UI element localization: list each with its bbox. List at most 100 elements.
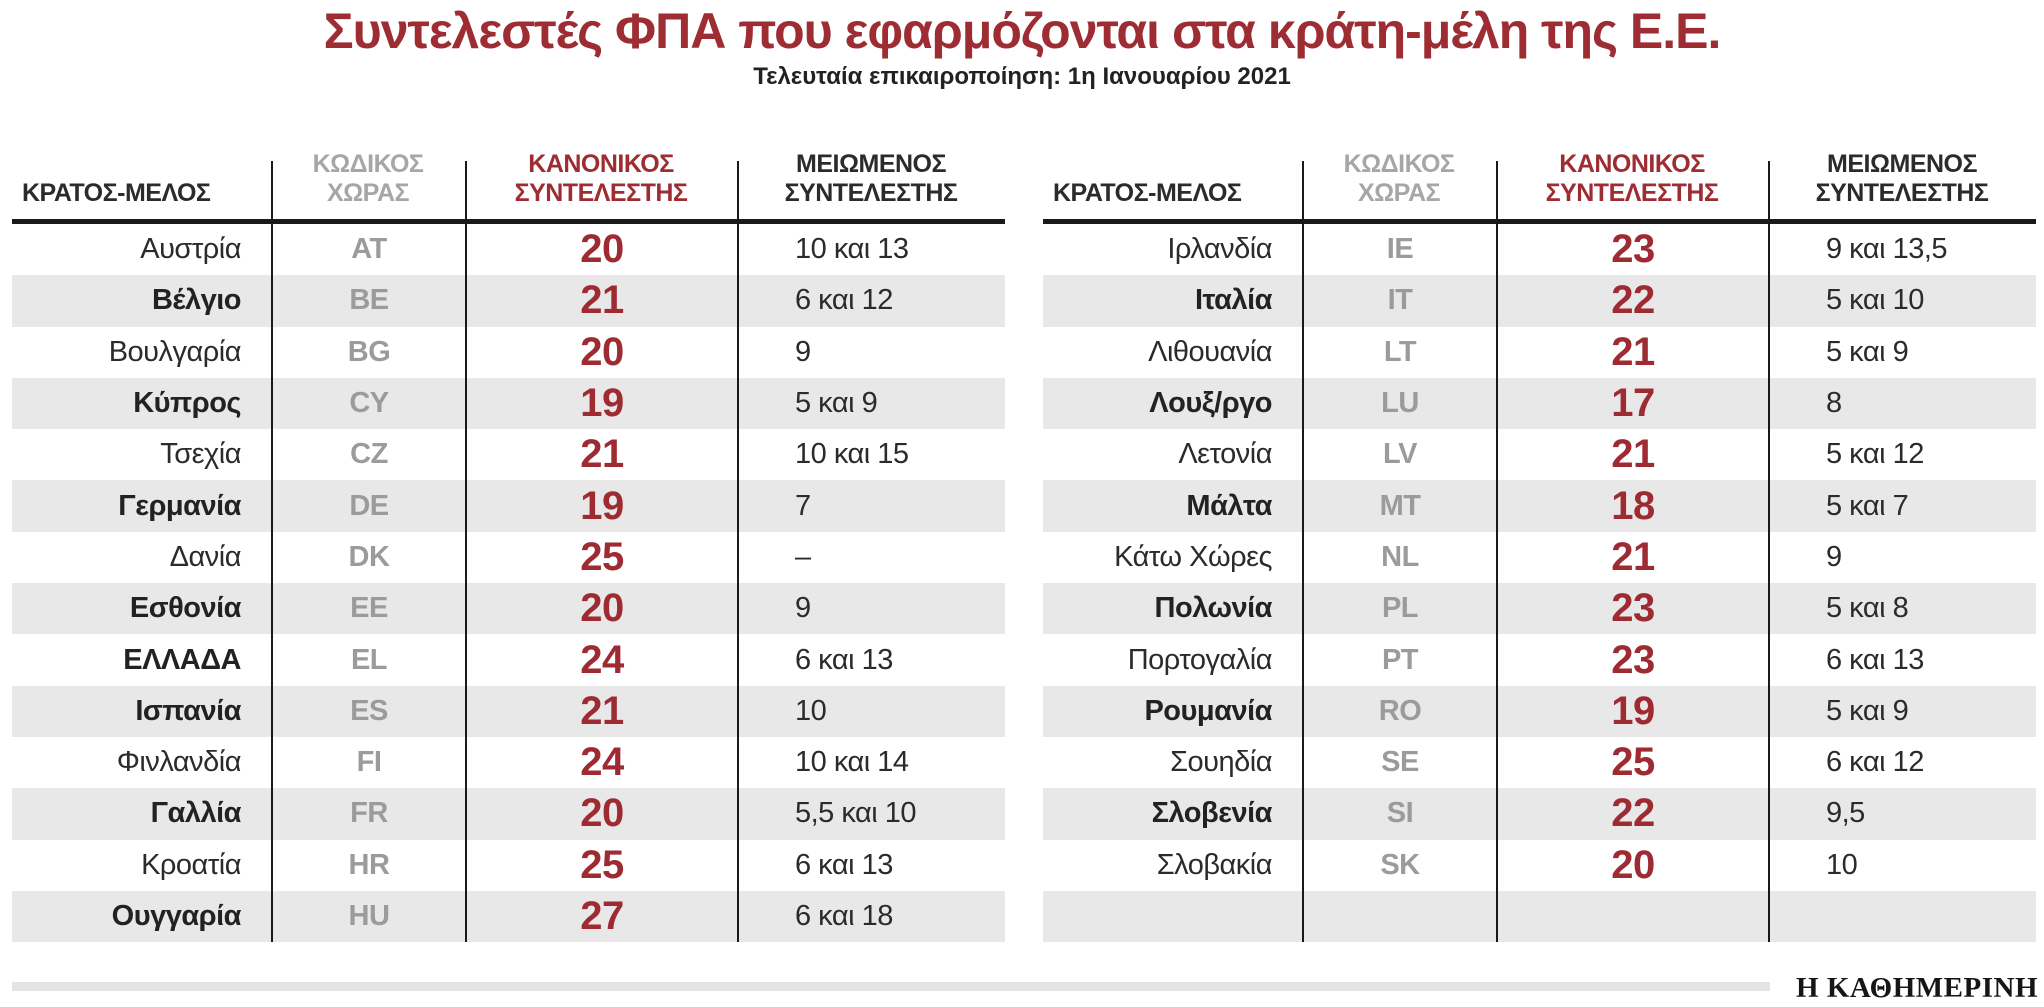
country-code-cell	[1302, 890, 1496, 943]
country-code-cell: PL	[1302, 583, 1496, 635]
standard-rate-cell: 19	[1496, 685, 1768, 737]
table-row: Κροατία HR 25 6 και 13	[12, 839, 1005, 891]
country-cell: Ιρλανδία	[1167, 233, 1272, 266]
reduced-rate-cell: 10 και 13	[737, 224, 1005, 276]
country-cell: Σλοβενία	[1151, 797, 1273, 830]
standard-rate-cell: 21	[1496, 326, 1768, 378]
reduced-rate-cell: 6 και 12	[1768, 736, 2036, 789]
standard-rate-cell: 27	[465, 890, 737, 943]
table-row: Γερμανία DE 19 7	[12, 480, 1005, 532]
country-cell: Ιταλία	[1194, 284, 1273, 317]
table-row: Λετονία LV 21 5 και 12	[1043, 429, 2036, 481]
table-row: Ιρλανδία IE 23 9 και 13,5	[1043, 224, 2036, 276]
table-row: Βέλγιο BE 21 6 και 12	[12, 275, 1005, 327]
country-code-cell: DK	[271, 531, 465, 584]
footer: Η ΚΑΘΗΜΕΡΙΝΗ	[0, 972, 2044, 1007]
table-row: ΕΛΛΑΔΑ EL 24 6 και 13	[12, 634, 1005, 686]
country-code-cell: FR	[271, 788, 465, 840]
reduced-rate-cell: 5 και 9	[1768, 685, 2036, 737]
page-title: Συντελεστές ΦΠΑ που εφαρμόζονται στα κρά…	[323, 3, 1722, 59]
country-code-cell: SK	[1302, 839, 1496, 891]
reduced-rate-cell: 5,5 και 10	[737, 788, 1005, 840]
standard-rate-cell: 21	[1496, 531, 1768, 584]
table-row: Φινλανδία FI 24 10 και 14	[12, 736, 1005, 789]
country-code-cell: IT	[1302, 275, 1496, 327]
reduced-rate-cell: 10	[1768, 839, 2036, 891]
reduced-rate-cell: 5 και 9	[1768, 326, 2036, 378]
table-row	[1043, 890, 2036, 943]
country-code-cell: DE	[271, 480, 465, 532]
country-cell	[1043, 891, 1302, 942]
table-body: Ιρλανδία IE 23 9 και 13,5 Ιταλία IT 22 5 και 10…	[1043, 219, 2036, 943]
country-cell: Φινλανδία	[116, 746, 242, 779]
reduced-rate-cell: 5 και 7	[1768, 480, 2036, 532]
table-row: Κάτω Χώρες NL 21 9	[1043, 531, 2036, 584]
table-row: Γαλλία FR 20 5,5 και 10	[12, 788, 1005, 840]
country-code-cell: BE	[271, 275, 465, 327]
country-code-cell: EE	[271, 583, 465, 635]
column-header-standard: ΚΑΝΟΝΙΚΟΣ ΣΥΝΤΕΛΕΣΤΗΣ	[1496, 150, 1768, 219]
standard-rate-cell: 20	[465, 224, 737, 276]
reduced-rate-cell: 5 και 8	[1768, 583, 2036, 635]
country-code-cell: MT	[1302, 480, 1496, 532]
standard-rate-cell: 24	[465, 736, 737, 789]
last-updated-note: Τελευταία επικαιροποίηση: 1η Ιανουαρίου …	[753, 63, 1291, 90]
reduced-rate-cell: 9	[737, 583, 1005, 635]
country-code-cell: LU	[1302, 377, 1496, 430]
reduced-rate-cell: 10 και 15	[737, 429, 1005, 481]
column-header-code: ΚΩΔΙΚΟΣ ΧΩΡΑΣ	[271, 150, 465, 219]
country-code-cell: CZ	[271, 429, 465, 481]
column-header-standard: ΚΑΝΟΝΙΚΟΣ ΣΥΝΤΕΛΕΣΤΗΣ	[465, 150, 737, 219]
table-row: Ρουμανία RO 19 5 και 9	[1043, 685, 2036, 737]
standard-rate-cell: 24	[465, 634, 737, 686]
country-code-cell: FI	[271, 736, 465, 789]
reduced-rate-cell: 10 και 14	[737, 736, 1005, 789]
country-code-cell: PT	[1302, 634, 1496, 686]
country-cell: Κάτω Χώρες	[1114, 540, 1272, 573]
table-row: Κύπρος CY 19 5 και 9	[12, 377, 1005, 430]
column-header-code: ΚΩΔΙΚΟΣ ΧΩΡΑΣ	[1302, 150, 1496, 219]
table-row: Βουλγαρία BG 20 9	[12, 326, 1005, 378]
table-row: Πολωνία PL 23 5 και 8	[1043, 583, 2036, 635]
footer-divider-bar	[12, 982, 1770, 991]
standard-rate-cell: 23	[1496, 634, 1768, 686]
standard-rate-cell: 21	[1496, 429, 1768, 481]
country-cell: Σλοβακία	[1156, 848, 1273, 881]
country-cell: Σουηδία	[1170, 746, 1272, 779]
table-row: Ουγγαρία HU 27 6 και 18	[12, 890, 1005, 943]
country-cell: Πολωνία	[1154, 592, 1273, 625]
reduced-rate-cell: 6 και 12	[737, 275, 1005, 327]
country-code-cell: SE	[1302, 736, 1496, 789]
table-row: Δανία DK 25–	[12, 531, 1005, 584]
country-code-cell: NL	[1302, 531, 1496, 584]
standard-rate-cell: 20	[465, 788, 737, 840]
country-cell: Λιθουανία	[1148, 335, 1272, 368]
reduced-rate-cell: 8	[1768, 377, 2036, 430]
standard-rate-cell: 23	[1496, 224, 1768, 276]
standard-rate-cell: 21	[465, 685, 737, 737]
country-cell: Κύπρος	[133, 387, 241, 420]
standard-rate-cell: 25	[465, 839, 737, 891]
reduced-rate-cell: 5 και 10	[1768, 275, 2036, 327]
table-row: Σλοβενία SI 22 9,5	[1043, 788, 2036, 840]
reduced-rate-cell	[1768, 890, 2036, 943]
table-row: Εσθονία EE 20 9	[12, 583, 1005, 635]
country-cell: Μάλτα	[1186, 489, 1272, 522]
reduced-rate-cell: –	[737, 531, 1005, 584]
reduced-rate-cell: 9 και 13,5	[1768, 224, 2036, 276]
vat-table-left: ΚΡΑΤΟΣ-ΜΕΛΟΣ ΚΩΔΙΚΟΣ ΧΩΡΑΣ ΚΑΝΟΝΙΚΟΣ ΣΥΝΤΕΛΕ…	[12, 105, 1005, 943]
reduced-rate-cell: 10	[737, 685, 1005, 737]
vat-tables-container: ΚΡΑΤΟΣ-ΜΕΛΟΣ ΚΩΔΙΚΟΣ ΧΩΡΑΣ ΚΑΝΟΝΙΚΟΣ ΣΥΝΤΕΛΕ…	[12, 105, 2036, 943]
column-header-country: ΚΡΑΤΟΣ-ΜΕΛΟΣ	[1053, 178, 1242, 207]
country-code-cell: ES	[271, 685, 465, 737]
country-code-cell: BG	[271, 326, 465, 378]
reduced-rate-cell: 5 και 12	[1768, 429, 2036, 481]
standard-rate-cell: 18	[1496, 480, 1768, 532]
country-code-cell: AT	[271, 224, 465, 276]
country-code-cell: HR	[271, 839, 465, 891]
reduced-rate-cell: 7	[737, 480, 1005, 532]
country-code-cell: SI	[1302, 788, 1496, 840]
country-cell: Δανία	[169, 540, 242, 573]
country-cell: Ρουμανία	[1144, 694, 1272, 727]
country-cell: Εσθονία	[129, 592, 242, 625]
